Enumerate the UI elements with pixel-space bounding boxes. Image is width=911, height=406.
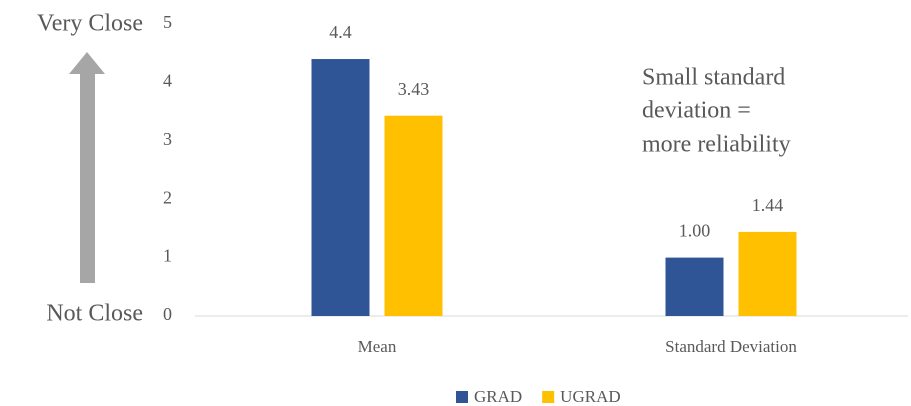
y-tick-label: 1: [163, 246, 172, 266]
annotation: more reliability: [642, 132, 791, 158]
arrow: [69, 52, 105, 283]
legend-swatch: [542, 391, 555, 403]
axis-annotation: Very Close: [37, 11, 143, 37]
bar: [665, 257, 724, 316]
axis-annotation: Not Close: [46, 301, 143, 327]
legend-label: GRAD: [474, 387, 522, 406]
y-tick-label: 5: [163, 12, 172, 32]
legend-swatch: [456, 391, 468, 403]
annotation: Small standard: [642, 65, 785, 91]
bar: [738, 231, 797, 316]
bar: [384, 115, 443, 316]
y-tick-label: 3: [163, 129, 172, 149]
x-tick-label: Mean: [358, 337, 397, 356]
y-tick-label: 2: [163, 187, 172, 207]
y-tick-label: 0: [163, 304, 172, 324]
annotation: deviation =: [642, 98, 751, 124]
x-tick-label: Standard Deviation: [665, 337, 797, 356]
data-label: 1.44: [752, 195, 784, 215]
data-label: 4.4: [329, 22, 352, 42]
legend-label: UGRAD: [560, 387, 620, 406]
data-label: 1.00: [679, 221, 711, 241]
y-tick-label: 4: [163, 71, 172, 91]
data-label: 3.43: [398, 79, 430, 99]
bar: [311, 59, 370, 316]
